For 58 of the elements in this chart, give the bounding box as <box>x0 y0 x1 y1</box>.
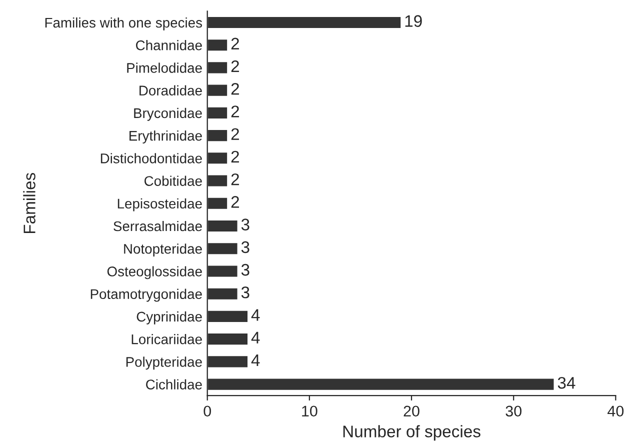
x-tick-label: 0 <box>204 406 211 417</box>
data-label: 2 <box>231 128 239 140</box>
y-tick-label: Bryconidae <box>134 108 202 121</box>
bar <box>207 332 249 346</box>
x-tick-label: 30 <box>506 406 522 417</box>
bar <box>207 106 228 120</box>
data-label: 2 <box>231 60 239 72</box>
bar <box>207 128 228 142</box>
x-tick-label: 10 <box>302 406 318 417</box>
y-tick-label: Families with one species <box>45 17 202 30</box>
y-tick-label: Cichlidae <box>146 379 202 390</box>
y-tick-label: Cobitidae <box>144 176 202 186</box>
bar <box>207 354 249 369</box>
y-tick-label: Loricariidae <box>132 334 202 344</box>
data-label: 2 <box>231 150 239 162</box>
bar <box>207 219 239 233</box>
data-label: 3 <box>241 286 250 298</box>
y-tick-label: Polypteridae <box>126 356 202 370</box>
y-tick-label: Erythrinidae <box>130 130 202 144</box>
data-label: 3 <box>241 241 250 254</box>
y-tick-label: Channidae <box>136 40 202 50</box>
y-tick-label: Potamotrygonidae <box>90 288 202 302</box>
y-tick-label: Distichodontidae <box>100 153 202 164</box>
data-label: 2 <box>231 173 239 186</box>
data-label: 19 <box>405 15 422 27</box>
data-label: 3 <box>241 264 250 276</box>
data-label: 3 <box>241 218 250 230</box>
bar <box>207 174 228 188</box>
data-label: 2 <box>231 196 239 208</box>
data-label: 4 <box>251 332 260 344</box>
data-label: 34 <box>558 376 576 389</box>
data-label: 2 <box>231 106 239 118</box>
bar <box>207 286 239 301</box>
data-label: 2 <box>231 38 239 50</box>
x-tick-label: 40 <box>608 406 624 417</box>
data-label: 4 <box>251 309 260 321</box>
y-tick-label: Lepisosteidae <box>118 198 202 212</box>
y-axis-title: Families <box>23 172 36 234</box>
bar <box>207 16 402 30</box>
bar <box>207 377 556 392</box>
y-tick-label: Pimelodidae <box>127 62 202 73</box>
bar <box>207 151 228 166</box>
bar <box>207 83 228 98</box>
y-tick-label: Notopteridae <box>124 244 202 257</box>
bar <box>207 242 239 256</box>
bar <box>207 60 228 75</box>
bar <box>207 38 228 52</box>
y-tick-label: Cyprinidae <box>136 311 202 324</box>
bar <box>207 264 239 278</box>
y-tick-label: Doradidae <box>140 85 202 96</box>
x-axis-title: Number of species <box>343 425 480 441</box>
data-label: 4 <box>251 354 260 366</box>
y-tick-label: Serrasalmidae <box>114 220 202 232</box>
x-tick-label: 20 <box>404 406 420 417</box>
data-label: 2 <box>231 82 239 95</box>
y-tick-label: Osteoglossidae <box>107 266 202 280</box>
bar <box>207 310 249 324</box>
bar <box>207 196 228 210</box>
